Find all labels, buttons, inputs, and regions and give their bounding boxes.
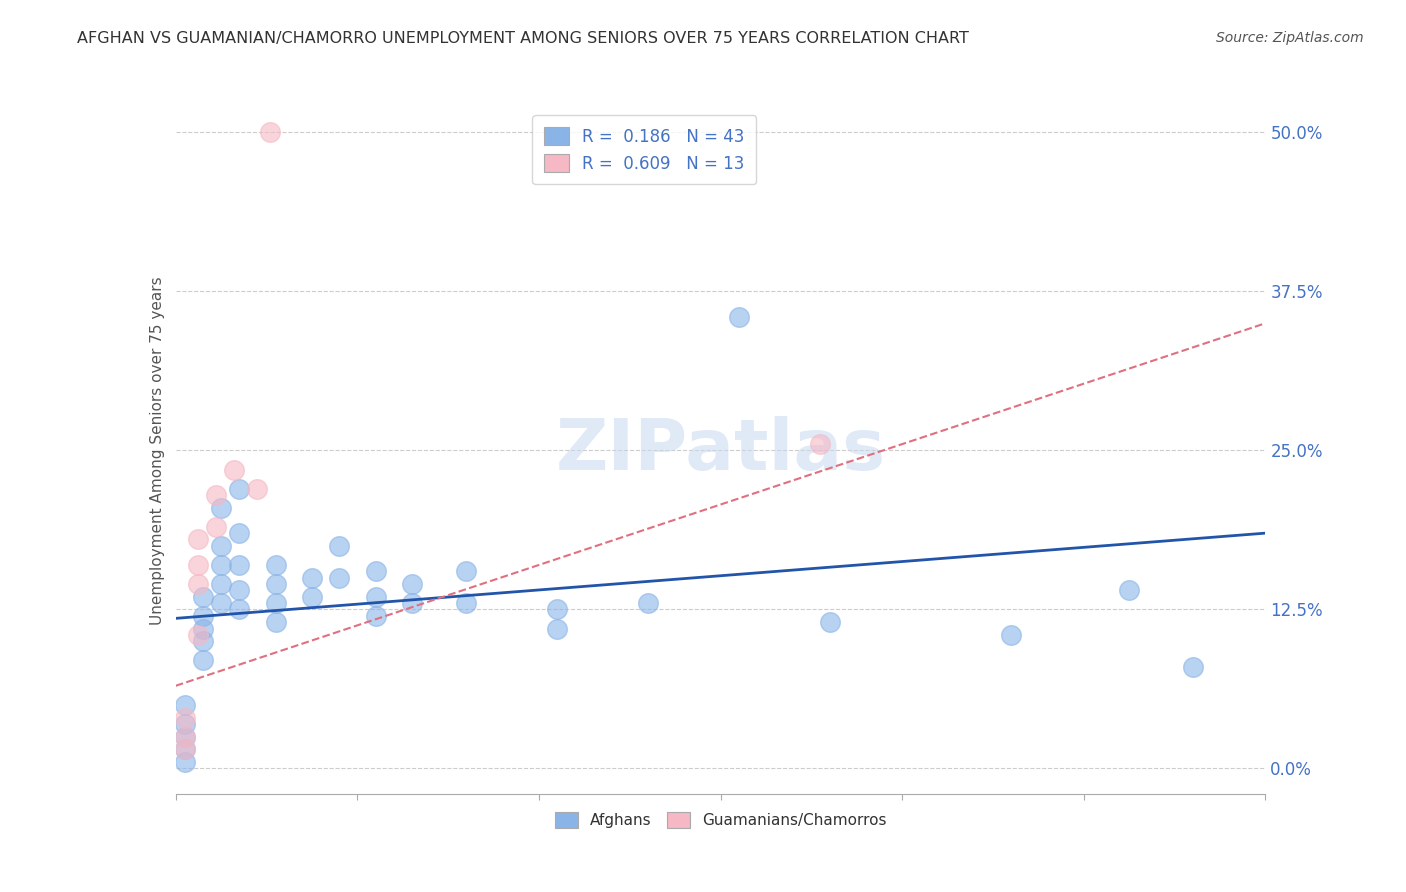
Point (264, 615, 287, 630)
Point (246, 482, 269, 496)
Point (191, 634, 214, 648)
Point (637, 596, 659, 610)
Point (364, 608, 387, 623)
Point (401, 577, 423, 591)
Point (173, 717, 195, 731)
Point (222, 462, 245, 476)
Point (173, 730, 195, 744)
Point (818, 615, 841, 630)
Point (301, 590, 323, 604)
Text: AFGHAN VS GUAMANIAN/CHAMORRO UNEMPLOYMENT AMONG SENIORS OVER 75 YEARS CORRELATIO: AFGHAN VS GUAMANIAN/CHAMORRO UNEMPLOYMEN… (77, 31, 969, 46)
Point (727, 310, 749, 324)
Point (209, 596, 232, 610)
Text: Source: ZipAtlas.com: Source: ZipAtlas.com (1216, 31, 1364, 45)
Point (191, 622, 214, 636)
Point (191, 608, 214, 623)
Point (173, 742, 195, 756)
Point (364, 564, 387, 578)
Point (264, 596, 287, 610)
Point (209, 577, 232, 591)
Point (209, 500, 232, 515)
Point (546, 622, 568, 636)
Point (173, 742, 195, 756)
Point (401, 596, 423, 610)
Point (186, 558, 209, 572)
Legend: Afghans, Guamanians/Chamorros: Afghans, Guamanians/Chamorros (548, 806, 893, 834)
Point (456, 564, 478, 578)
Point (173, 710, 195, 724)
Point (204, 520, 226, 534)
Point (364, 590, 387, 604)
Point (228, 482, 250, 496)
Point (173, 755, 195, 769)
Point (173, 730, 195, 744)
Point (228, 526, 250, 541)
Text: ZIPatlas: ZIPatlas (555, 416, 886, 485)
Point (191, 653, 214, 667)
Point (1181, 659, 1204, 673)
Point (186, 533, 209, 547)
Point (1118, 583, 1140, 598)
Point (228, 583, 250, 598)
Point (546, 602, 568, 616)
Point (456, 596, 478, 610)
Point (228, 602, 250, 616)
Point (328, 539, 350, 553)
Point (191, 590, 214, 604)
Point (173, 698, 195, 712)
Point (810, 437, 832, 451)
Point (186, 577, 209, 591)
Point (204, 488, 226, 502)
Point (186, 628, 209, 642)
Point (328, 571, 350, 585)
Point (301, 571, 323, 585)
Point (264, 558, 287, 572)
Point (1000, 628, 1022, 642)
Point (264, 577, 287, 591)
Point (228, 558, 250, 572)
Point (209, 539, 232, 553)
Y-axis label: Unemployment Among Seniors over 75 years: Unemployment Among Seniors over 75 years (149, 277, 165, 624)
Point (209, 558, 232, 572)
Point (259, 126, 281, 140)
